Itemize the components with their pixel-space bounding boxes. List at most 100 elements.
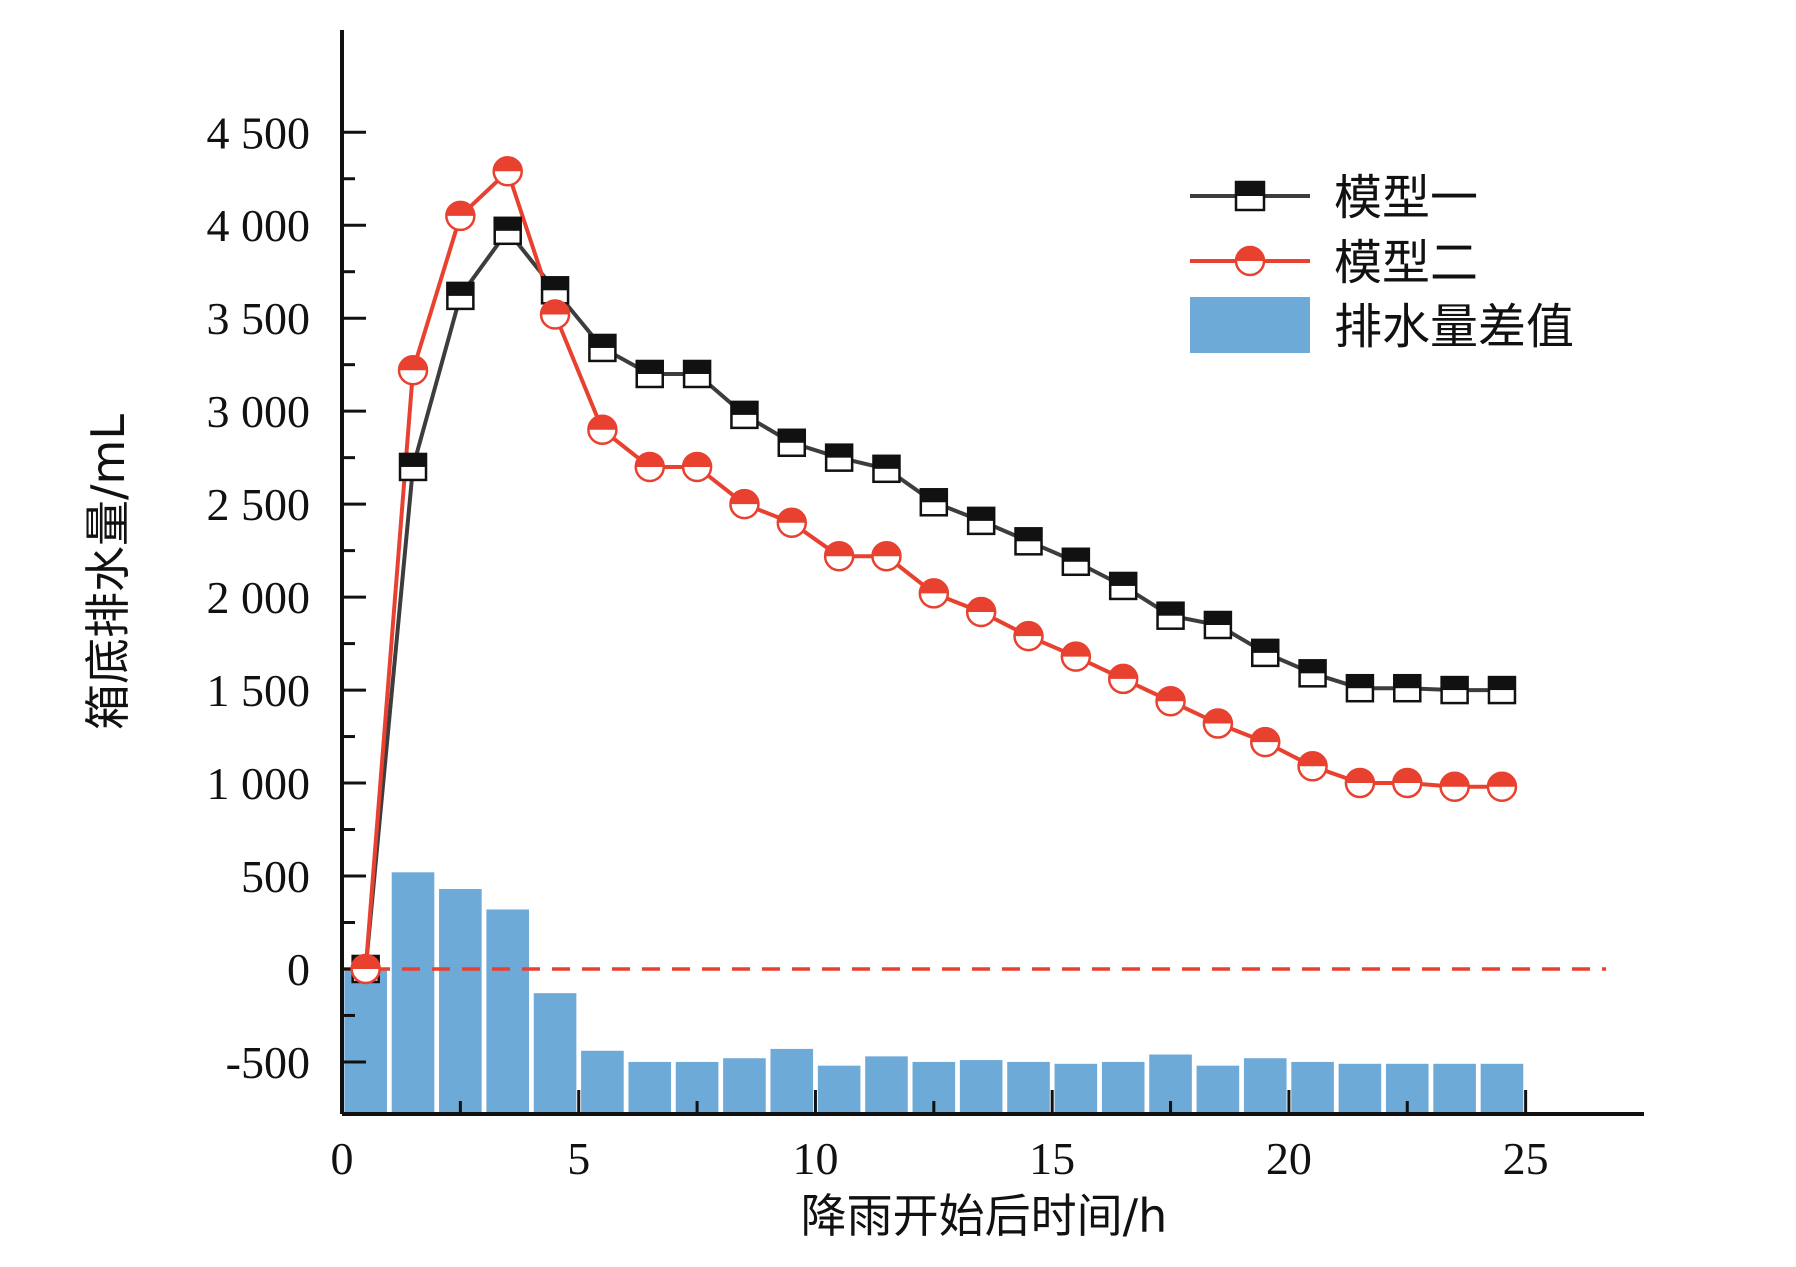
y-tick-label: 1 000 <box>207 758 311 809</box>
model-one-marker <box>730 400 759 430</box>
marker-fill <box>1298 752 1327 767</box>
marker-fill <box>825 542 854 557</box>
x-tick-label: 15 <box>1029 1133 1075 1184</box>
model-two-marker <box>823 540 855 572</box>
y-tick-label: 4 000 <box>207 200 311 251</box>
y-tick-label: 3 500 <box>207 293 311 344</box>
model-one-marker <box>824 443 854 472</box>
marker-fill <box>1156 687 1185 702</box>
ticks-layer: -500 0 500 1 000 1 500 2 000 2 500 3 000 3 500 4 … <box>207 107 1549 1184</box>
model-one-marker <box>1393 673 1422 703</box>
model-two-marker <box>965 596 997 628</box>
model-two-marker <box>1439 771 1470 803</box>
legend-swatch-difference <box>1190 297 1310 353</box>
difference-bar <box>1196 1065 1240 1114</box>
difference-bar <box>865 1056 908 1114</box>
model-one-marker <box>398 452 428 482</box>
marker-fill <box>731 401 758 415</box>
model-two-marker <box>871 540 902 572</box>
model-two-marker <box>445 200 476 232</box>
marker-fill <box>968 507 995 521</box>
marker-fill <box>1252 639 1279 653</box>
difference-bar <box>628 1061 672 1114</box>
marker-fill <box>1015 528 1042 542</box>
model-two-marker <box>776 507 808 538</box>
marker-fill <box>635 452 664 467</box>
difference-bar <box>1243 1058 1287 1114</box>
x-axis-title: 降雨开始后时间/h <box>801 1189 1168 1243</box>
marker-fill <box>542 277 569 291</box>
difference-bar <box>391 872 435 1114</box>
model-two-marker <box>350 953 381 985</box>
y-tick-label: 2 500 <box>207 479 311 530</box>
marker-fill <box>447 282 474 296</box>
difference-bar <box>817 1065 861 1114</box>
difference-bar <box>486 909 530 1114</box>
legend-marker-fill-model-one <box>1236 182 1264 196</box>
x-tick-label: 20 <box>1266 1133 1312 1184</box>
x-tick-label: 10 <box>792 1133 838 1184</box>
marker-fill <box>493 157 522 172</box>
model-two-marker <box>729 488 760 520</box>
model-one-marker <box>446 281 475 311</box>
marker-fill <box>684 360 711 374</box>
model-one-marker <box>1298 659 1327 688</box>
model-one-marker <box>1345 673 1375 703</box>
marker-fill <box>1251 728 1280 743</box>
marker-fill <box>1299 660 1326 674</box>
model-one-marker <box>1487 675 1517 705</box>
x-tick-label: 25 <box>1503 1133 1549 1184</box>
difference-bar <box>1291 1061 1334 1114</box>
difference-bar <box>533 993 577 1114</box>
model-one-marker <box>1440 675 1469 705</box>
model-two-marker <box>1013 620 1044 652</box>
lines-layer <box>363 167 1502 970</box>
legend-entry-model-two: 模型二 <box>1190 235 1478 291</box>
model-two-marker <box>587 414 618 446</box>
y-tick-label: 3 000 <box>207 386 311 437</box>
y-tick-label: 2 000 <box>207 572 311 623</box>
marker-fill <box>1204 611 1231 625</box>
model-two-marker <box>1344 767 1376 799</box>
legend-entry-difference: 排水量差值 <box>1190 297 1574 355</box>
model-two-marker <box>1297 751 1328 782</box>
marker-fill <box>1441 677 1468 691</box>
marker-fill <box>920 489 947 503</box>
marker-fill <box>1488 677 1515 691</box>
model-one-marker <box>588 333 617 363</box>
marker-fill <box>777 508 806 523</box>
marker-fill <box>1157 602 1184 616</box>
model-one-marker <box>635 359 664 389</box>
marker-fill <box>1345 769 1374 784</box>
marker-fill <box>1487 772 1516 787</box>
model-one-marker <box>1250 638 1280 668</box>
bars-layer <box>344 872 1524 1114</box>
difference-bar <box>1101 1061 1145 1114</box>
marker-fill <box>826 444 853 458</box>
legend: 模型一 模型二 排水量差值 <box>1190 170 1574 355</box>
marker-fill <box>1014 622 1043 637</box>
marker-fill <box>400 453 427 467</box>
model-two-marker <box>918 578 950 609</box>
marker-fill <box>1393 769 1422 784</box>
marker-fill <box>589 334 616 348</box>
marker-fill <box>1061 642 1090 657</box>
model-two-marker <box>634 451 665 483</box>
y-tick-label: 500 <box>241 851 310 902</box>
model-one-marker <box>777 428 807 458</box>
marker-fill <box>1346 675 1373 689</box>
model-two-line <box>363 167 1502 970</box>
difference-bar <box>1007 1061 1050 1114</box>
marker-fill <box>446 201 475 216</box>
marker-fill <box>1062 548 1089 562</box>
model-one-marker <box>872 454 901 484</box>
model-one-marker <box>919 488 949 517</box>
y-tick-label: 0 <box>287 944 310 995</box>
marker-fill <box>588 415 617 430</box>
model-one-marker <box>493 216 522 246</box>
marker-fill <box>1203 709 1232 724</box>
model-two-marker <box>397 355 429 386</box>
marker-fill <box>919 579 948 594</box>
model-two-marker <box>1107 663 1139 695</box>
